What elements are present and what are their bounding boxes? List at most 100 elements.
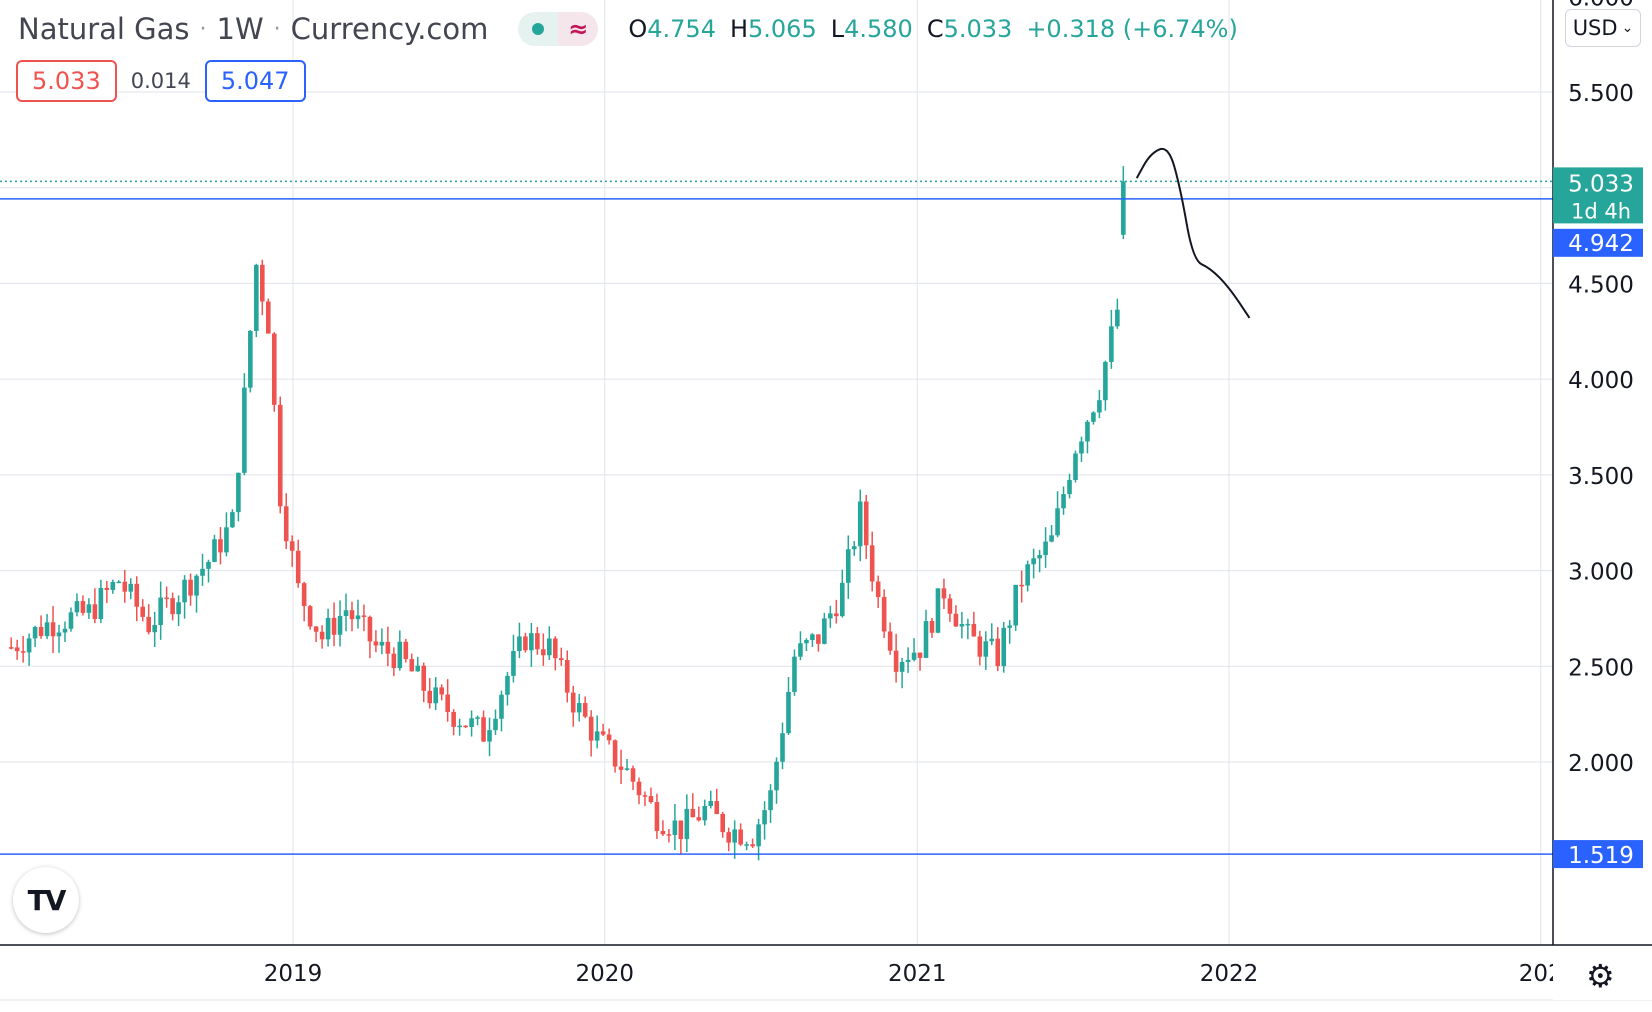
candle-body xyxy=(271,333,277,405)
candle-body xyxy=(86,604,92,613)
candle-body xyxy=(385,641,391,654)
candle-body xyxy=(265,301,271,334)
candle-body xyxy=(505,675,510,695)
candle-body xyxy=(720,813,726,833)
candle-body xyxy=(445,694,450,712)
candle-body xyxy=(337,615,343,635)
market-open-badge[interactable] xyxy=(518,12,559,46)
buy-button[interactable]: 5.047 xyxy=(204,60,306,102)
wave-badge[interactable]: ≈ xyxy=(558,12,599,46)
candle-body xyxy=(851,546,857,550)
candle-body xyxy=(481,717,486,742)
candle-body xyxy=(343,610,349,616)
candle-body xyxy=(373,641,379,646)
candle-body xyxy=(1121,181,1126,235)
high-value: 5.065 xyxy=(748,15,817,43)
candle-body xyxy=(8,647,14,649)
candle-body xyxy=(947,598,953,614)
candle-body xyxy=(403,641,409,660)
candle-body xyxy=(349,610,355,620)
candle-body xyxy=(1085,421,1090,442)
candle-body xyxy=(696,817,702,821)
candle-body xyxy=(68,612,74,629)
candlestick-series xyxy=(8,166,1126,861)
candle-body xyxy=(1013,584,1018,626)
candle-body xyxy=(588,716,594,741)
candle-body xyxy=(1097,400,1102,413)
price-axis: 2.000 2.500 3.000 3.500 4.000 4.500 5.500 6.000… xyxy=(1552,0,1652,945)
high-label: H xyxy=(729,15,749,43)
last-price-tag xyxy=(1553,167,1643,224)
candle-body xyxy=(1103,361,1108,401)
candle-body xyxy=(762,810,767,825)
candle-body xyxy=(887,631,893,651)
candle-body xyxy=(983,641,989,657)
candle-body xyxy=(612,740,618,767)
candle-body xyxy=(206,561,211,569)
candle-body xyxy=(409,659,415,672)
tradingview-logo-icon[interactable]: TV xyxy=(13,867,79,933)
candle-body xyxy=(56,632,62,637)
candle-body xyxy=(134,583,140,607)
candle-body xyxy=(744,844,749,846)
candle-body xyxy=(708,801,714,806)
candle-body xyxy=(427,690,433,704)
candle-body xyxy=(176,602,181,615)
candle-body xyxy=(552,638,558,659)
candle-body xyxy=(313,626,319,632)
candle-body xyxy=(379,641,385,646)
candle-body xyxy=(218,539,223,553)
candle-body xyxy=(325,617,331,640)
candle-body xyxy=(307,606,313,627)
countdown-label: 1d 4h xyxy=(1571,199,1631,223)
sell-button[interactable]: 5.033 xyxy=(16,60,117,102)
symbol-name[interactable]: Natural Gas xyxy=(18,12,190,46)
candle-body xyxy=(170,598,175,615)
candle-body xyxy=(236,472,241,513)
candle-body xyxy=(355,615,361,620)
candle-body xyxy=(810,634,815,641)
candle-body xyxy=(1007,625,1013,628)
candle-body xyxy=(905,659,911,662)
low-label: L xyxy=(830,15,845,43)
candle-body xyxy=(780,733,785,762)
price-tick-label: 2.000 xyxy=(1568,751,1634,777)
candle-body xyxy=(582,703,588,717)
close-value: 5.033 xyxy=(943,15,1013,43)
candle-body xyxy=(917,652,923,658)
candle-body xyxy=(666,834,672,836)
candle-body xyxy=(558,658,564,661)
candle-body xyxy=(732,829,737,843)
interval-label[interactable]: 1W xyxy=(216,12,264,46)
status-badges: ≈ xyxy=(518,12,599,46)
candle-body xyxy=(475,717,480,719)
candle-body xyxy=(295,550,301,584)
candle-body xyxy=(576,703,582,713)
candle-body xyxy=(845,549,851,583)
chart-header: Natural Gas · 1W · Currency.com ≈ O4.754… xyxy=(18,12,1238,46)
candle-body xyxy=(26,638,32,653)
candle-body xyxy=(690,808,696,818)
candle-body xyxy=(116,581,122,584)
candle-body xyxy=(570,692,576,713)
candle-body xyxy=(487,730,492,742)
time-axis-bg xyxy=(0,945,1652,1012)
candle-body xyxy=(140,606,146,617)
candle-body xyxy=(511,651,516,676)
candle-body xyxy=(941,588,947,599)
settings-gear-icon[interactable]: ⚙ xyxy=(1586,957,1615,995)
candle-body xyxy=(756,824,761,847)
candle-body xyxy=(774,761,779,791)
candle-body xyxy=(672,820,678,835)
candle-body xyxy=(182,579,187,603)
candle-body xyxy=(869,545,875,582)
candle-body xyxy=(654,802,660,831)
candle-body xyxy=(391,653,397,669)
currency-select[interactable]: USD ⌄ xyxy=(1565,9,1641,47)
time-tick-label: 2020 xyxy=(575,961,634,987)
candle-body xyxy=(839,582,845,617)
candle-body xyxy=(624,768,630,770)
candle-body xyxy=(923,621,929,658)
candle-body xyxy=(523,636,528,651)
